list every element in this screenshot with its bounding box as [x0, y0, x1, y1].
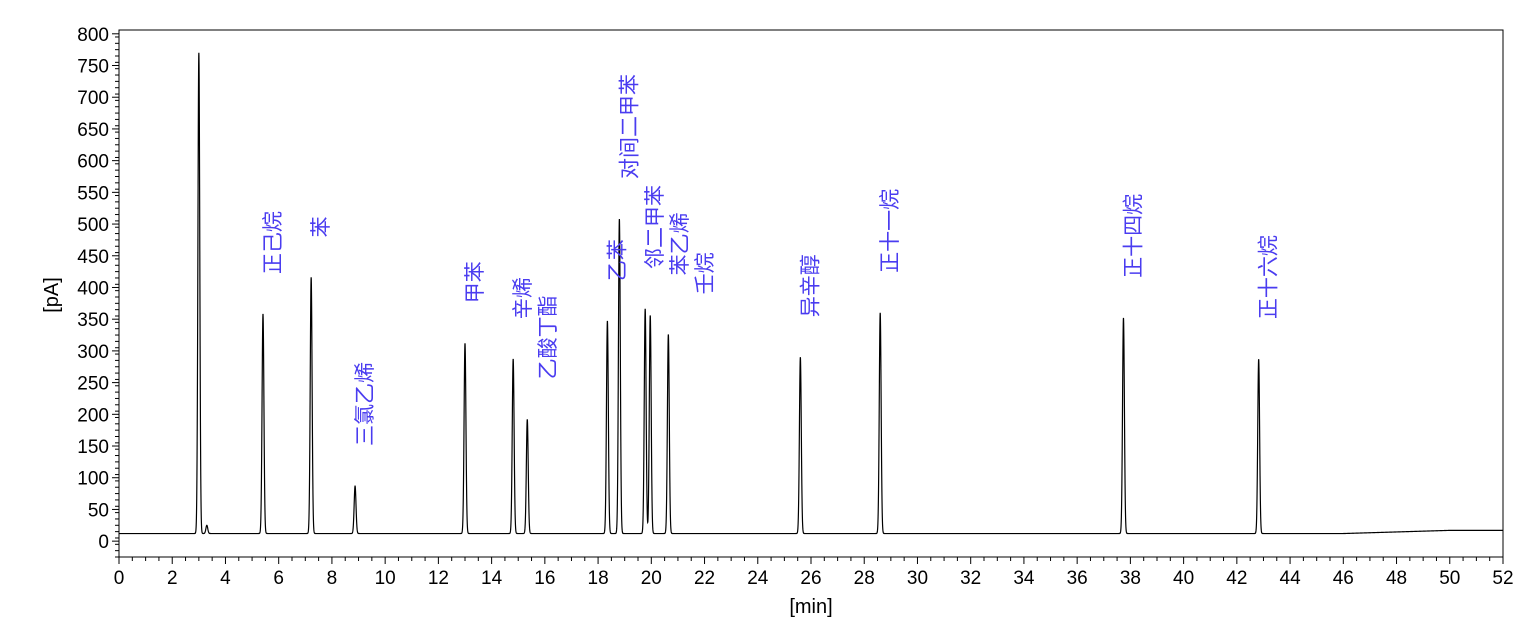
x-tick-label: 14 — [481, 568, 503, 589]
y-tick-label: 400 — [77, 278, 109, 299]
peak-label: 苯乙烯 — [668, 212, 692, 275]
x-tick-label: 28 — [854, 568, 875, 589]
y-tick-label: 450 — [77, 247, 109, 268]
peak-label: 三氯乙烯 — [353, 362, 377, 446]
peak-label: 辛烯 — [511, 277, 535, 319]
x-tick-label: 52 — [1492, 568, 1513, 589]
x-tick-label: 18 — [588, 568, 609, 589]
y-tick-label: 150 — [77, 437, 109, 458]
peak-label: 正十四烷 — [1121, 194, 1145, 278]
x-tick-label: 16 — [534, 568, 555, 589]
y-axis-label: [pA] — [41, 277, 63, 313]
y-tick-label: 50 — [88, 500, 109, 521]
x-tick-label: 26 — [800, 568, 821, 589]
x-tick-label: 44 — [1280, 568, 1302, 589]
y-tick-label: 0 — [98, 532, 109, 553]
x-tick-label: 34 — [1013, 568, 1035, 589]
y-tick-label: 200 — [77, 405, 109, 426]
y-tick-label: 100 — [77, 469, 109, 490]
x-tick-label: 0 — [114, 568, 125, 589]
peak-label: 异辛醇 — [798, 254, 822, 317]
peak-label: 正十六烷 — [1257, 235, 1281, 319]
peak-label: 正十一烷 — [878, 189, 902, 273]
x-tick-label: 40 — [1173, 568, 1194, 589]
x-tick-label: 42 — [1226, 568, 1247, 589]
x-tick-label: 2 — [167, 568, 178, 589]
peak-label: 苯 — [309, 216, 333, 237]
peak-label: 壬烷 — [693, 252, 717, 294]
y-tick-label: 550 — [77, 183, 109, 204]
x-tick-label: 6 — [273, 568, 284, 589]
y-tick-label: 350 — [77, 310, 109, 331]
x-tick-label: 22 — [694, 568, 715, 589]
x-tick-label: 30 — [907, 568, 928, 589]
y-tick-label: 650 — [77, 120, 109, 141]
x-tick-label: 50 — [1439, 568, 1460, 589]
x-tick-label: 24 — [747, 568, 769, 589]
y-tick-label: 600 — [77, 152, 109, 173]
x-tick-label: 38 — [1120, 568, 1141, 589]
y-tick-label: 700 — [77, 88, 109, 109]
peak-label: 正己烷 — [261, 211, 285, 274]
x-axis-label: [min] — [789, 596, 832, 618]
y-tick-label: 250 — [77, 374, 109, 395]
y-tick-label: 300 — [77, 342, 109, 363]
peak-label: 甲苯 — [463, 261, 487, 303]
x-tick-label: 8 — [327, 568, 338, 589]
y-tick-label: 800 — [77, 25, 109, 46]
peak-label: 乙酸丁酯 — [536, 295, 560, 379]
x-tick-label: 4 — [220, 568, 231, 589]
x-tick-label: 32 — [960, 568, 981, 589]
x-tick-label: 48 — [1386, 568, 1407, 589]
x-tick-label: 36 — [1067, 568, 1088, 589]
y-tick-label: 500 — [77, 215, 109, 236]
peak-label: 对间二甲苯 — [617, 74, 641, 179]
x-tick-label: 10 — [375, 568, 396, 589]
x-tick-label: 20 — [641, 568, 662, 589]
peak-label: 邻二甲苯 — [643, 185, 667, 269]
y-tick-label: 750 — [77, 57, 109, 78]
chromatogram-trace — [119, 52, 1503, 535]
x-tick-label: 12 — [428, 568, 449, 589]
peak-label: 乙苯 — [605, 239, 629, 281]
x-tick-label: 46 — [1333, 568, 1354, 589]
